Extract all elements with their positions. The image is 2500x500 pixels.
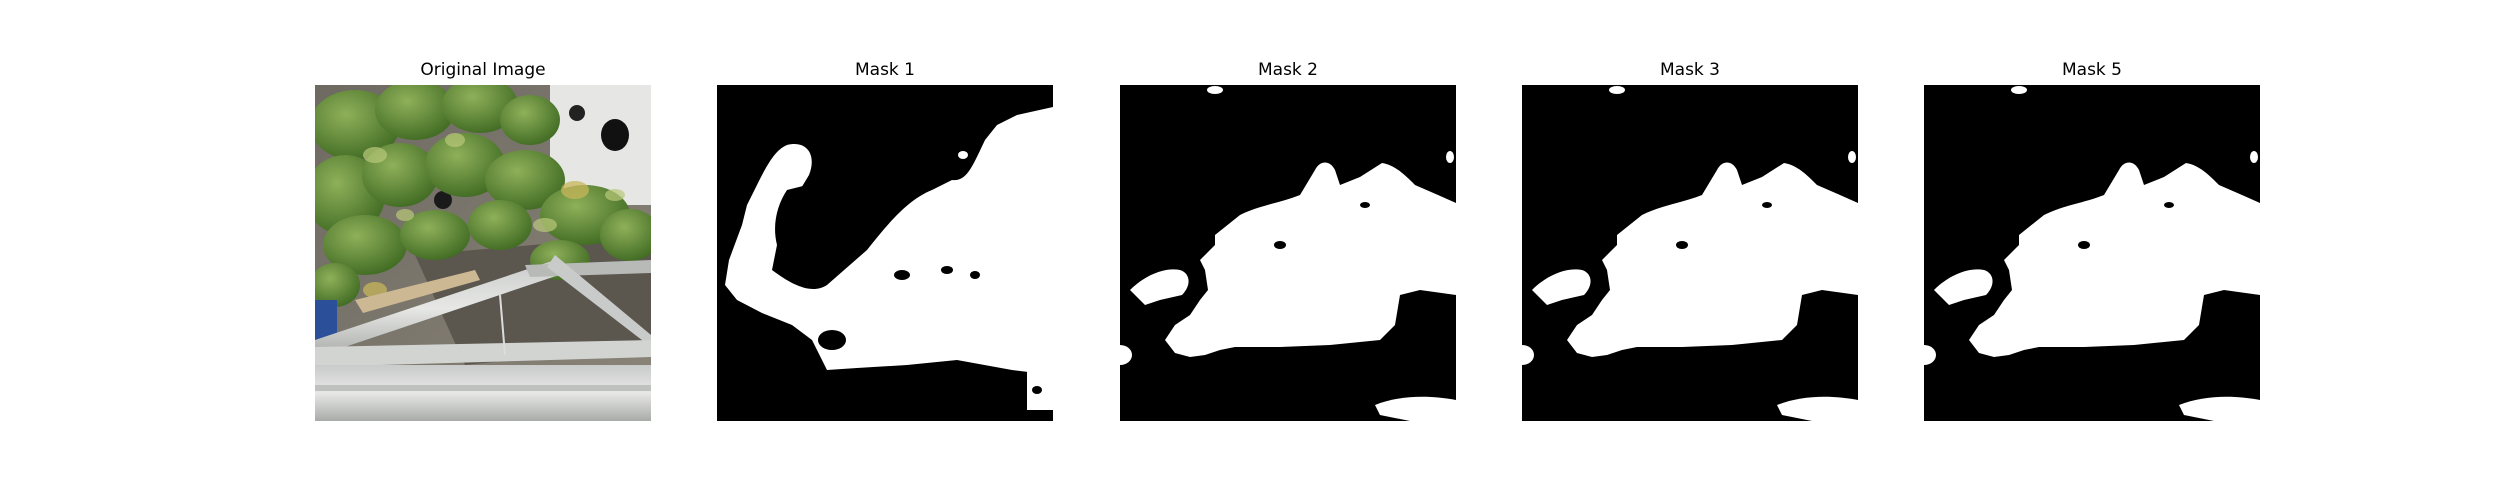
original-photo (315, 85, 651, 421)
panel-original: Original Image (315, 0, 651, 500)
panel-title: Original Image (420, 60, 546, 80)
panel-mask-3: Mask 3 (1522, 0, 1858, 500)
panel-title: Mask 1 (854, 60, 915, 80)
panel-mask-1: Mask 1 (717, 0, 1053, 500)
mask-3-image (1522, 85, 1858, 421)
panel-title: Mask 5 (2061, 60, 2122, 80)
panel-mask-2: Mask 2 (1120, 0, 1456, 500)
mask-2-image (1120, 85, 1456, 421)
mask-1-image (717, 85, 1053, 421)
panel-title: Mask 3 (1659, 60, 1720, 80)
panel-mask-5: Mask 5 (1924, 0, 2260, 500)
panel-title: Mask 2 (1257, 60, 1318, 80)
mask-5-image (1924, 85, 2260, 421)
